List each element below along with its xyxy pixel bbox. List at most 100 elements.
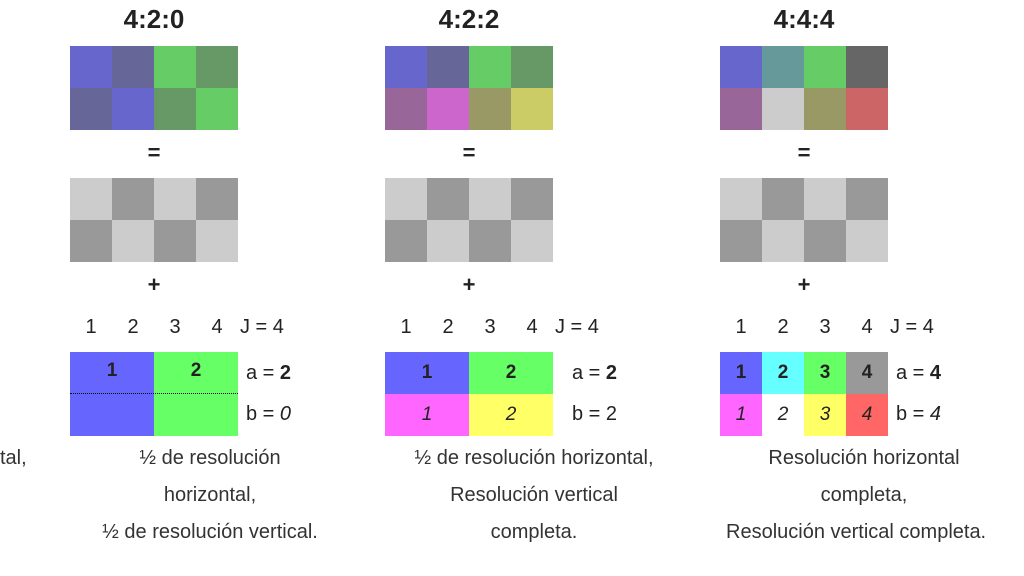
color-pixel [385,88,427,130]
color-pixel-grid [70,46,238,130]
a-value-label: a = 2 [572,362,618,384]
color-pixel [720,46,762,88]
chroma-block: 2 [154,352,238,436]
j-number: 1 [735,316,747,338]
chroma-block: 2 [762,352,804,394]
color-pixel [112,46,154,88]
panel-title: 4:2:2 [438,4,500,34]
chroma-block: 1 [70,352,154,436]
j-number: 3 [169,316,181,338]
desc-line: ½ de resolución [139,447,281,469]
chroma-block: 3 [804,394,846,436]
chroma-block: 4 [846,394,888,436]
color-pixel [154,46,196,88]
desc-line: Resolución vertical [450,484,618,506]
desc-line: completa, [820,484,908,506]
plus-sign: + [147,272,161,297]
color-pixel [154,88,196,130]
color-pixel [196,88,238,130]
equals-sign: = [147,140,161,165]
desc-line: completa. [490,521,578,543]
chroma-block: 2 [469,394,553,436]
dotted-divider [70,393,238,394]
luma-pixel [427,220,469,262]
luma-pixel [70,220,112,262]
equals-sign: = [462,140,476,165]
plus-sign: + [797,272,811,297]
j-number: 3 [484,316,496,338]
j-label: J = 4 [890,316,934,338]
luma-pixel [511,178,553,220]
luma-pixel [70,178,112,220]
chroma-grid: 1 2 [70,352,238,436]
chroma-block: 1 [720,352,762,394]
chroma-block: 1 [720,394,762,436]
luma-grid [720,178,888,262]
color-pixel [511,88,553,130]
desc-line: ½ de resolución vertical. [102,521,318,543]
j-row: 1 2 3 4 J = 4 [720,316,934,342]
color-pixel-grid [385,46,553,130]
color-pixel [70,88,112,130]
j-number: 1 [400,316,412,338]
luma-pixel [846,220,888,262]
j-number: 1 [85,316,97,338]
luma-pixel [385,220,427,262]
j-number: 3 [819,316,831,338]
j-number: 4 [861,316,873,338]
color-pixel [469,88,511,130]
left-clipped-text: tal, [0,447,27,469]
a-value-label: a = 4 [896,362,942,384]
plus-sign: + [462,272,476,297]
color-pixel [427,46,469,88]
color-pixel [762,88,804,130]
luma-pixel [846,178,888,220]
luma-pixel [196,220,238,262]
chroma-block: 3 [804,352,846,394]
a-value-label: a = 2 [246,362,292,384]
j-label: J = 4 [555,316,599,338]
luma-pixel [469,220,511,262]
panel-title: 4:2:0 [123,4,185,34]
luma-pixel [112,178,154,220]
b-value-label: b = 0 [246,403,292,425]
luma-pixel [196,178,238,220]
color-pixel [427,88,469,130]
j-number: 4 [211,316,223,338]
luma-pixel [154,220,196,262]
color-pixel [385,46,427,88]
chroma-block: 2 [469,352,553,394]
b-value-label: b = 2 [572,403,618,425]
chroma-block: 1 [385,394,469,436]
j-number: 2 [442,316,454,338]
desc-line: ½ de resolución horizontal, [414,447,654,469]
chroma-grid: 1 2 1 2 [385,352,553,436]
j-number: 2 [127,316,139,338]
j-label: J = 4 [240,316,284,338]
luma-pixel [804,220,846,262]
chroma-grid: 1 2 3 4 1 2 3 4 [720,352,888,436]
luma-pixel [804,178,846,220]
chroma-block: 2 [762,394,804,436]
luma-pixel [511,220,553,262]
color-pixel [762,46,804,88]
j-number: 2 [777,316,789,338]
desc-line: horizontal, [163,484,257,506]
luma-pixel [720,220,762,262]
color-pixel [846,46,888,88]
color-pixel [70,46,112,88]
color-pixel [846,88,888,130]
desc-line: Resolución vertical completa. [726,521,987,543]
color-pixel [112,88,154,130]
equals-sign: = [797,140,811,165]
desc-line: Resolución horizontal [768,447,960,469]
color-pixel [469,46,511,88]
luma-grid [385,178,553,262]
panel-description: Resolución horizontal completa, Resoluci… [704,440,1024,551]
chroma-block: 1 [385,352,469,394]
luma-pixel [720,178,762,220]
luma-pixel [469,178,511,220]
color-pixel-grid [720,46,888,130]
luma-pixel [427,178,469,220]
luma-pixel [762,220,804,262]
